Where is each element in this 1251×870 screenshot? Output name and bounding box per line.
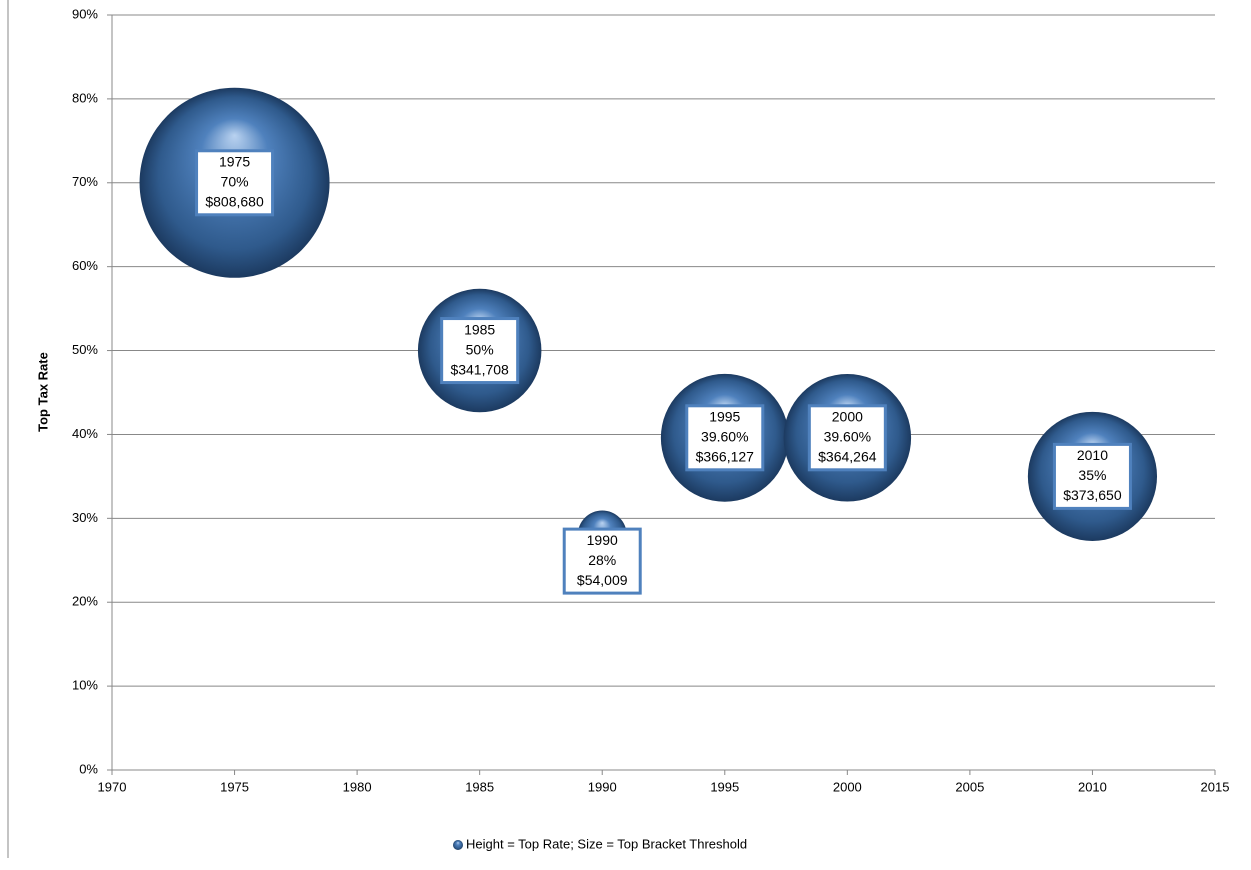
data-label-box xyxy=(1052,442,1132,510)
data-label-x: 1975 xyxy=(219,153,250,169)
data-label-value: 39.60% xyxy=(701,429,748,445)
y-tick-label: 70% xyxy=(72,174,98,189)
data-label-value: 28% xyxy=(588,552,616,568)
legend-marker xyxy=(453,840,463,850)
y-tick-label: 10% xyxy=(72,678,98,693)
y-tick-label: 50% xyxy=(72,342,98,357)
legend-label: Height = Top Rate; Size = Top Bracket Th… xyxy=(466,836,747,851)
data-label-box xyxy=(440,317,520,385)
data-label-x: 2000 xyxy=(832,409,863,425)
y-tick-label: 60% xyxy=(72,258,98,273)
y-tick-label: 90% xyxy=(72,6,98,21)
data-label-size: $366,127 xyxy=(696,449,755,465)
data-label-box xyxy=(685,404,765,472)
data-label-value: 50% xyxy=(466,341,494,357)
x-tick-label: 1980 xyxy=(343,779,372,794)
x-tick-label: 2005 xyxy=(955,779,984,794)
x-tick-label: 2000 xyxy=(833,779,862,794)
x-tick-label: 1995 xyxy=(710,779,739,794)
x-tick-label: 1985 xyxy=(465,779,494,794)
data-label-x: 1990 xyxy=(587,532,618,548)
data-label-size: $808,680 xyxy=(205,193,264,209)
data-label-size: $373,650 xyxy=(1063,487,1122,503)
x-tick-label: 1970 xyxy=(98,779,127,794)
y-tick-label: 80% xyxy=(72,90,98,105)
data-label-x: 1985 xyxy=(464,321,495,337)
data-label-value: 39.60% xyxy=(824,429,871,445)
data-label-size: $54,009 xyxy=(577,572,628,588)
data-label-box xyxy=(195,149,275,217)
x-tick-label: 2010 xyxy=(1078,779,1107,794)
x-tick-label: 1975 xyxy=(220,779,249,794)
y-tick-label: 30% xyxy=(72,510,98,525)
data-label-box xyxy=(562,527,642,595)
x-tick-label: 1990 xyxy=(588,779,617,794)
data-label-x: 1995 xyxy=(709,409,740,425)
y-tick-label: 0% xyxy=(79,761,98,776)
data-label-x: 2010 xyxy=(1077,447,1108,463)
data-label-size: $364,264 xyxy=(818,449,877,465)
data-label-box xyxy=(807,404,887,472)
data-label-value: 35% xyxy=(1078,467,1106,483)
y-axis-title: Top Tax Rate xyxy=(35,352,50,432)
y-tick-label: 20% xyxy=(72,594,98,609)
x-tick-label: 2015 xyxy=(1201,779,1230,794)
data-label-value: 70% xyxy=(221,173,249,189)
y-tick-label: 40% xyxy=(72,426,98,441)
data-label-size: $341,708 xyxy=(450,361,509,377)
